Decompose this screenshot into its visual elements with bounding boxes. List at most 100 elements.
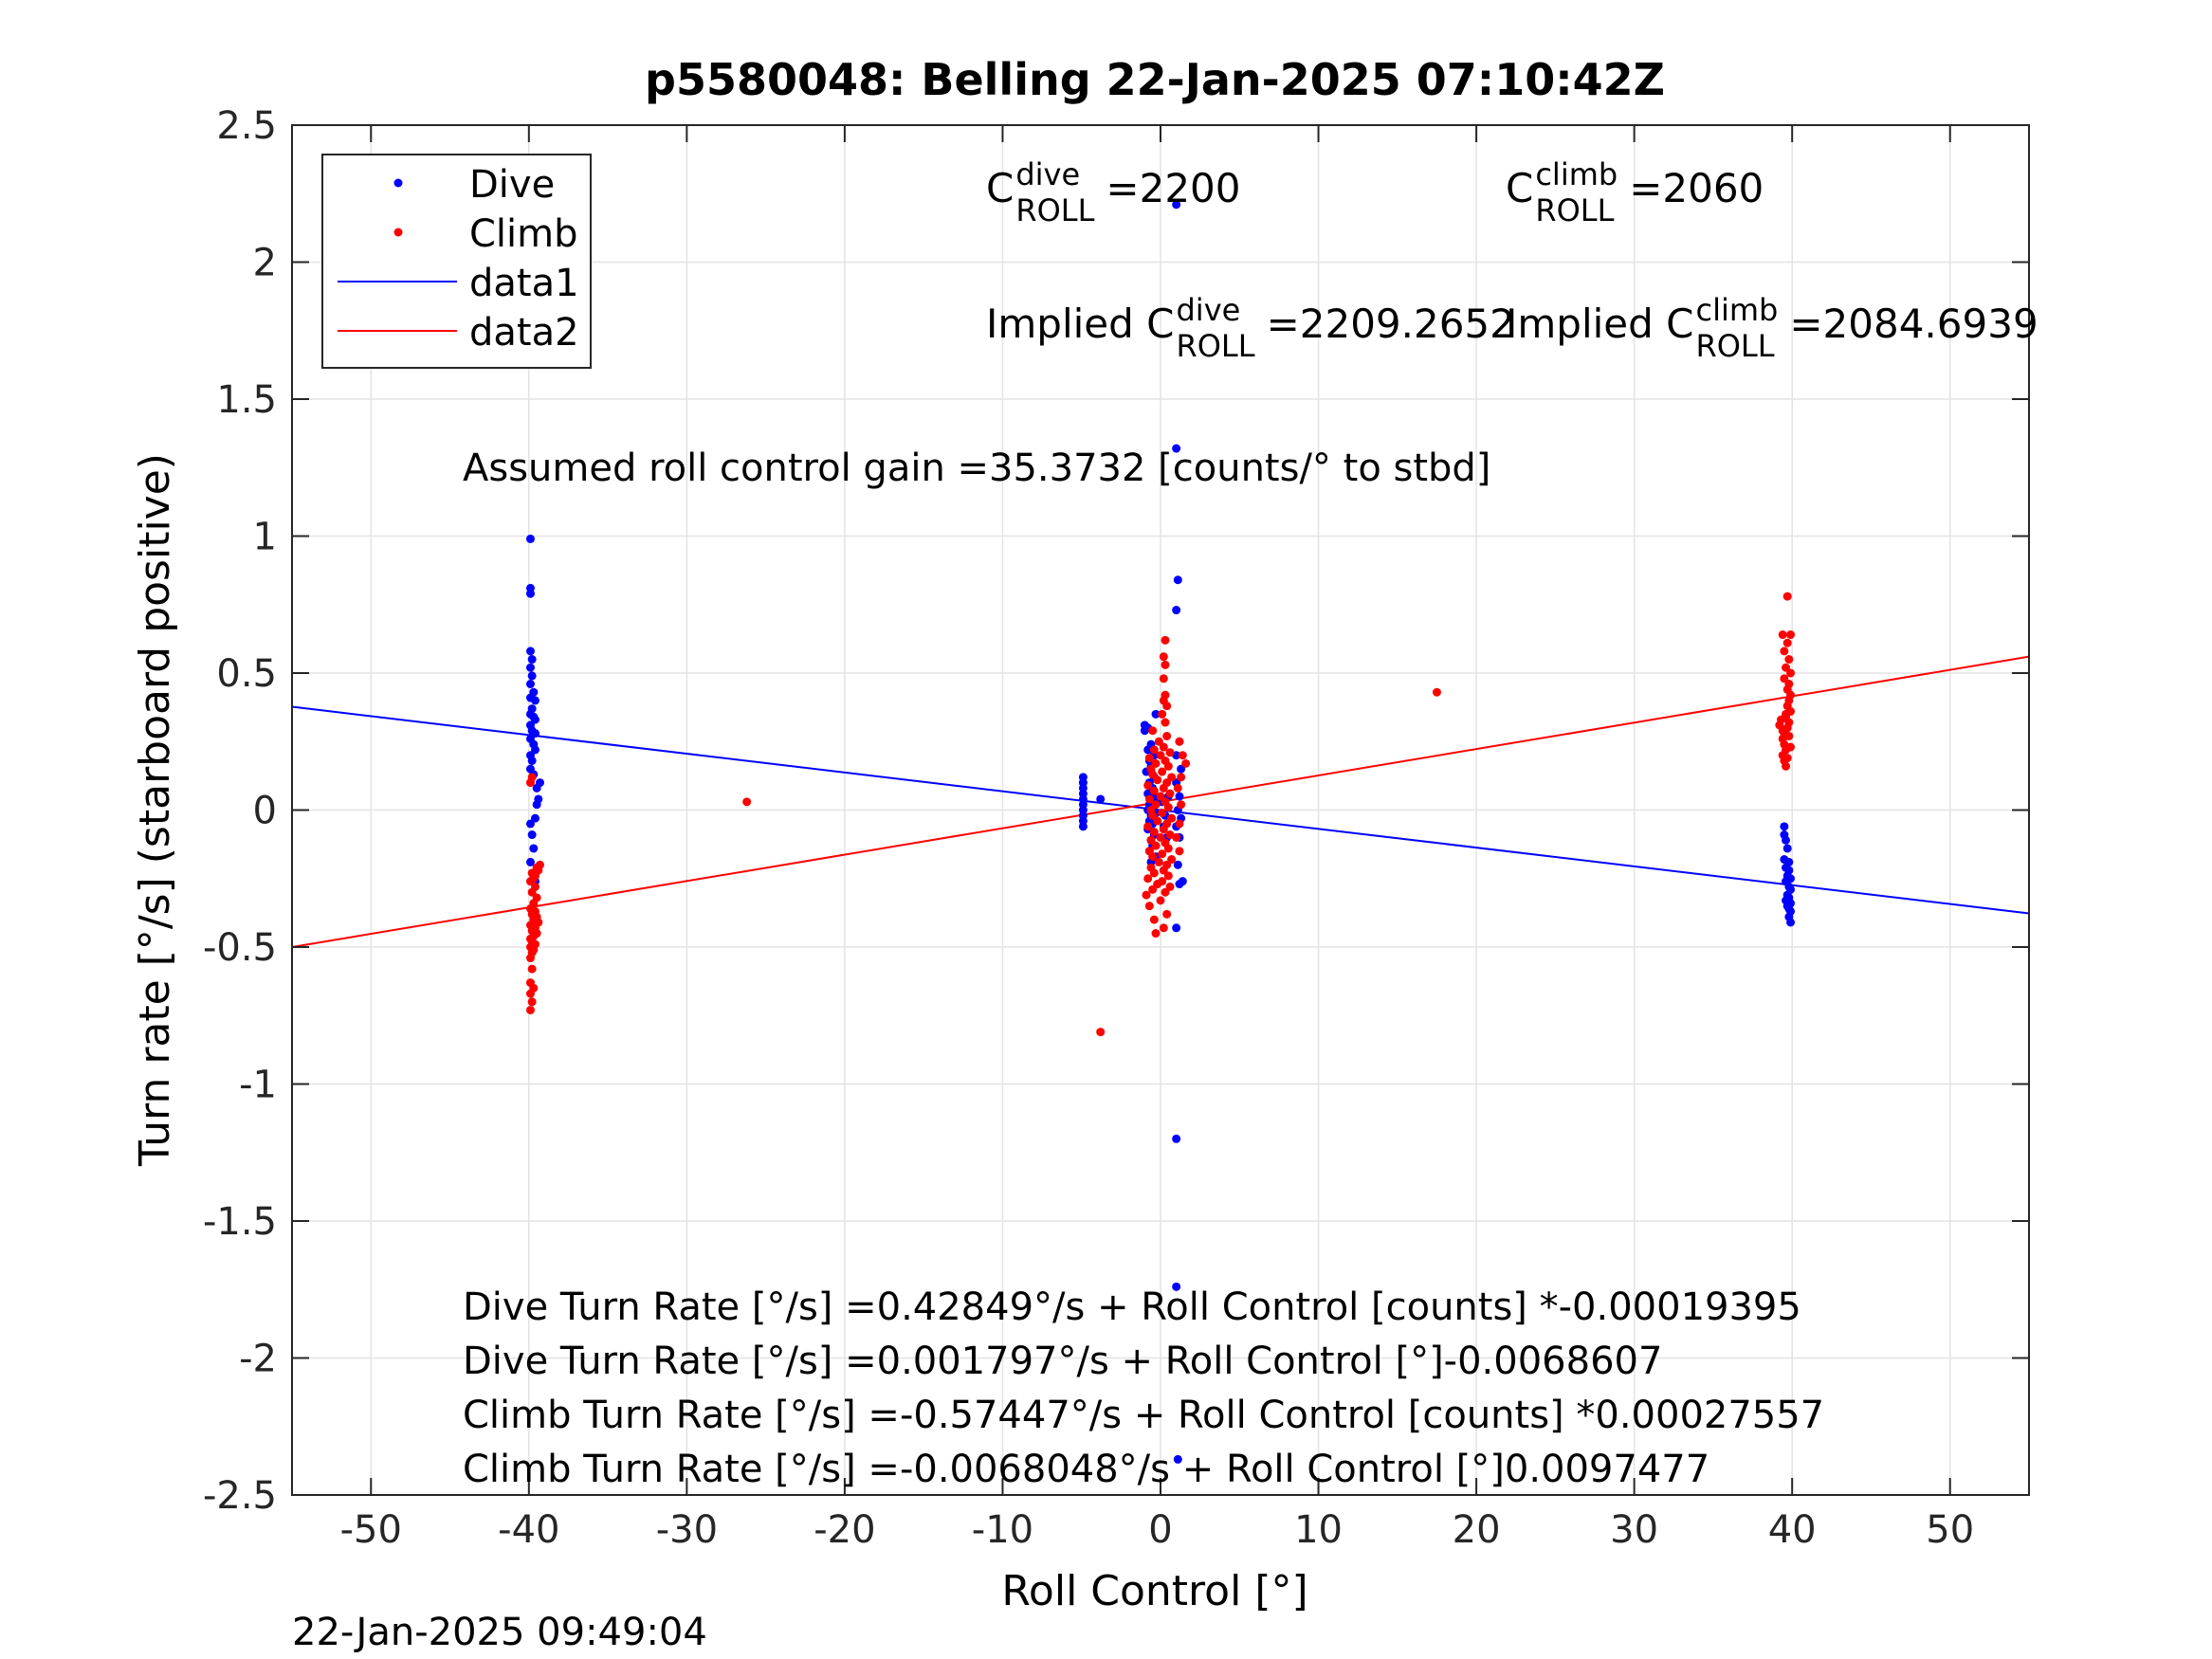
climb-point (1786, 742, 1796, 752)
climb-point (1177, 800, 1186, 810)
chart-title: p5580048: Belling 22-Jan-2025 07:10:42Z (645, 54, 1665, 105)
annotation-superscript: climb (1535, 156, 1618, 192)
legend-label: data1 (469, 262, 579, 305)
annotation-base: Implied C (986, 301, 1174, 347)
climb-point (1149, 745, 1159, 755)
annotation-base: C (1506, 165, 1533, 211)
climb-point (1158, 877, 1167, 886)
climb-point (527, 773, 537, 782)
climb-point (1165, 882, 1175, 891)
annotation-value: =2060 (1629, 165, 1764, 211)
footer-timestamp: 22-Jan-2025 09:49:04 (292, 1611, 707, 1654)
climb-point (1432, 687, 1441, 697)
climb-point (1158, 709, 1167, 719)
y-tick-label: -2.5 (203, 1474, 277, 1518)
climb-point (1165, 748, 1175, 757)
climb-point (1149, 786, 1159, 795)
annotation-base: Implied C (1506, 301, 1693, 347)
climb-point (1165, 789, 1175, 798)
climb-point (1151, 758, 1161, 768)
climb-point (1159, 652, 1168, 662)
dive-point (525, 647, 535, 656)
climb-point (1144, 847, 1154, 856)
dive-point (532, 800, 541, 810)
climb-point (1161, 690, 1170, 700)
x-tick-label: 40 (1768, 1508, 1817, 1552)
climb-point (1156, 896, 1165, 905)
climb-point (535, 860, 544, 869)
dive-point (529, 844, 539, 853)
climb-point (1144, 754, 1154, 763)
climb-point (1178, 751, 1187, 760)
dive-point (525, 589, 535, 598)
climb-point (1146, 863, 1156, 872)
dive-point (1782, 844, 1792, 853)
climb-point (1172, 832, 1181, 842)
climb-point (742, 797, 752, 807)
legend-label: Dive (469, 163, 555, 207)
annotation-subscript: ROLL (1695, 328, 1774, 364)
dive-point (1096, 794, 1106, 804)
climb-point (1159, 923, 1168, 933)
dive-point (1175, 792, 1184, 801)
x-tick-label: 30 (1610, 1508, 1658, 1552)
dive-point (1172, 200, 1181, 210)
annotation-value: =2084.6939 (1789, 301, 2038, 347)
legend-marker (393, 178, 403, 188)
axis-ticks: -50 -40 -30 -20 -10 0 10 20 30 40 50-2.5-2-1.5-1-0… (203, 104, 2029, 1552)
climb-point (1782, 638, 1792, 647)
climb-point (1782, 712, 1791, 721)
annotation-superscript: dive (1015, 156, 1080, 192)
annotation-superscript: climb (1695, 292, 1778, 328)
dive-point (1782, 835, 1791, 845)
legend-label: Climb (469, 212, 578, 256)
dive-point (525, 663, 535, 672)
y-tick-label: 2 (253, 242, 277, 285)
y-tick-label: -2 (239, 1338, 277, 1381)
climb-point (1175, 819, 1184, 829)
y-tick-label: 0 (253, 790, 277, 833)
annotation-base: C (986, 165, 1014, 211)
climb-point (1181, 758, 1191, 768)
dive-point (525, 819, 535, 829)
fit-text-1: Dive Turn Rate [°/s] =0.42849°/s + Roll … (463, 1285, 1801, 1329)
climb-point (1161, 635, 1170, 645)
dive-point (1172, 444, 1181, 453)
climb-point (1175, 737, 1184, 746)
climb-point (1177, 773, 1186, 782)
gain-annotation: Assumed roll control gain =35.3732 [coun… (463, 447, 1490, 490)
climb-point (1167, 773, 1177, 782)
climb-point (1167, 855, 1177, 865)
legend-box (321, 154, 592, 369)
fit-text-3: Climb Turn Rate [°/s] =-0.57447°/s + Rol… (463, 1394, 1824, 1437)
climb-point (1144, 794, 1154, 804)
x-tick-label: -20 (814, 1508, 875, 1552)
climb-point (1156, 751, 1165, 760)
climb-point (1782, 761, 1791, 771)
climb-point (1161, 718, 1170, 727)
climb-point (1143, 780, 1153, 790)
dive-point (1172, 923, 1181, 933)
climb-point (1149, 915, 1159, 924)
legend-label: data2 (469, 311, 579, 355)
climb-point (1158, 808, 1167, 817)
y-tick-label: -1 (239, 1064, 277, 1107)
climb-point (1143, 822, 1153, 831)
y-tick-label: -0.5 (203, 926, 277, 970)
y-tick-label: 0.5 (216, 652, 277, 696)
climb-point (1148, 726, 1158, 736)
dive-point (525, 534, 535, 543)
climb-point (1173, 783, 1182, 793)
x-axis-label: Roll Control [°] (1001, 1567, 1307, 1615)
x-tick-label: -40 (498, 1508, 559, 1552)
dive-point (1173, 1454, 1182, 1464)
climb-point (1161, 660, 1170, 669)
legend: Dive Climb data1 data2 (321, 154, 592, 369)
data-points (525, 200, 1796, 1464)
fit-text-2: Dive Turn Rate [°/s] =0.001797°/s + Roll… (463, 1340, 1662, 1383)
climb-point (1786, 630, 1796, 640)
climb-point (1151, 929, 1161, 939)
